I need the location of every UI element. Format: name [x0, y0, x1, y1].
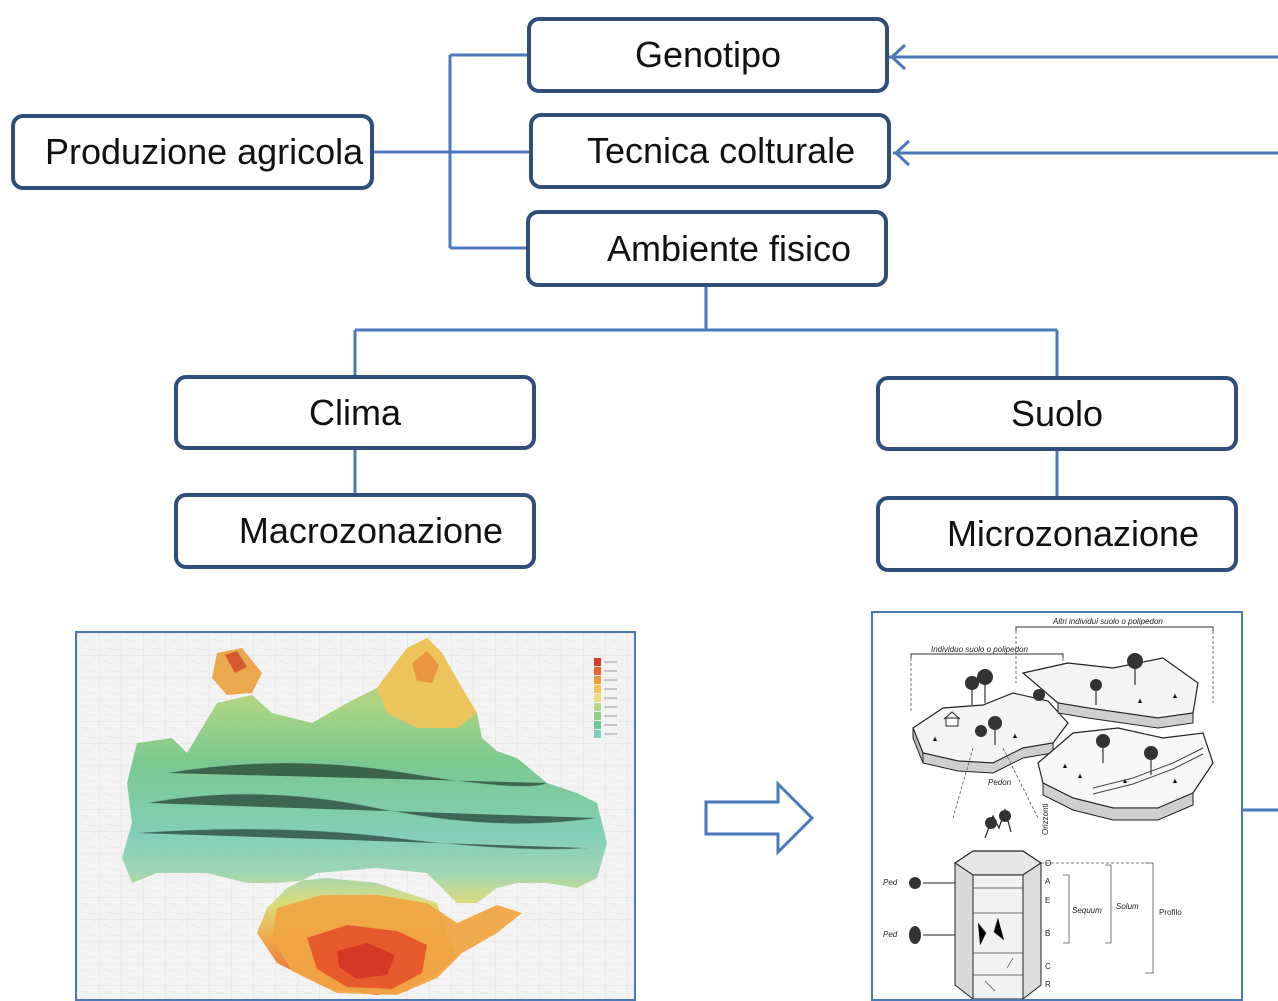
tecnica-box: Tecnica colturale	[529, 113, 891, 189]
genotipo-label: Genotipo	[634, 34, 782, 75]
label-individuo: Individuo suolo o polipedon	[931, 645, 1029, 654]
label-pedon: Pedon	[988, 778, 1012, 787]
label-orizzonti: Orizzonti	[1041, 803, 1050, 835]
soil-diagram: Altri individui suolo o polipedon Indivi…	[873, 613, 1241, 999]
produzione-label: Produzione agricola	[45, 131, 364, 172]
label-altri: Altri individui suolo o polipedon	[1052, 617, 1163, 626]
horizon-a: A	[1045, 877, 1051, 886]
suolo-box: Suolo	[876, 376, 1238, 451]
label-ped-2: Ped	[883, 930, 898, 939]
map-region	[122, 638, 607, 995]
ambiente-box: Ambiente fisico	[526, 210, 888, 287]
label-profilo: Profilo	[1159, 908, 1182, 917]
horizon-r: R	[1045, 980, 1051, 989]
tecnica-label: Tecnica colturale	[587, 130, 856, 171]
clima-label: Clima	[308, 391, 401, 433]
ped-2-icon	[909, 926, 921, 944]
arrowhead-genotipo	[889, 43, 907, 71]
horizon-e: E	[1045, 896, 1050, 905]
arrowhead-tecnica	[893, 139, 911, 167]
ambiente-label: Ambiente fisico	[606, 227, 852, 269]
clima-box: Clima	[174, 375, 536, 450]
horizon-labels: O A E B C R	[1045, 859, 1051, 989]
label-sequum: Sequum	[1072, 906, 1102, 915]
produzione-box: Produzione agricola	[11, 114, 374, 190]
relief-map	[75, 631, 636, 1001]
microzonazione-box: Microzonazione	[876, 496, 1238, 572]
horizon-b: B	[1045, 929, 1050, 938]
map-legend	[594, 658, 617, 738]
suolo-label: Suolo	[1010, 392, 1104, 434]
horizon-c: C	[1045, 962, 1051, 971]
label-ped-1: Ped	[883, 878, 898, 887]
relief-map-image	[77, 633, 634, 999]
macrozonazione-label: Macrozonazione	[238, 510, 504, 551]
soil-figure: Altri individui suolo o polipedon Indivi…	[871, 611, 1243, 1001]
ped-1-icon	[909, 877, 921, 889]
macrozonazione-box: Macrozonazione	[174, 493, 536, 569]
genotipo-box: Genotipo	[527, 17, 889, 93]
hollow-arrow	[704, 780, 815, 856]
microzonazione-label: Microzonazione	[946, 513, 1200, 554]
horizon-o: O	[1045, 859, 1051, 868]
label-solum: Solum	[1116, 902, 1139, 911]
